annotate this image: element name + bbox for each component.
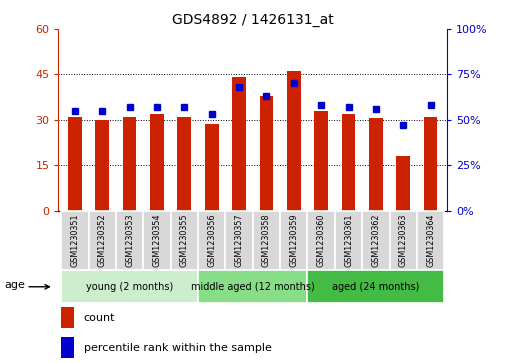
- Text: GSM1230362: GSM1230362: [371, 213, 380, 267]
- Bar: [232, 77, 246, 211]
- Text: GSM1230353: GSM1230353: [125, 213, 134, 267]
- Text: GSM1230364: GSM1230364: [426, 213, 435, 267]
- Bar: [177, 117, 191, 211]
- Text: GSM1230358: GSM1230358: [262, 213, 271, 267]
- Bar: [61, 270, 198, 303]
- Text: young (2 months): young (2 months): [86, 282, 173, 292]
- Bar: [143, 211, 171, 270]
- Bar: [307, 270, 444, 303]
- Bar: [116, 211, 143, 270]
- Text: GSM1230355: GSM1230355: [180, 213, 189, 267]
- Text: GSM1230356: GSM1230356: [207, 213, 216, 267]
- Bar: [61, 211, 88, 270]
- Bar: [68, 117, 82, 211]
- Bar: [61, 307, 74, 328]
- Text: GSM1230352: GSM1230352: [98, 213, 107, 267]
- Text: count: count: [84, 313, 115, 323]
- Text: percentile rank within the sample: percentile rank within the sample: [84, 343, 272, 353]
- Bar: [287, 72, 301, 211]
- Bar: [417, 211, 444, 270]
- Bar: [123, 117, 137, 211]
- Text: GSM1230360: GSM1230360: [316, 213, 326, 267]
- Text: GSM1230363: GSM1230363: [399, 213, 408, 267]
- Text: GSM1230351: GSM1230351: [70, 213, 79, 267]
- Bar: [88, 211, 116, 270]
- Bar: [96, 120, 109, 211]
- Bar: [424, 117, 437, 211]
- Bar: [205, 124, 218, 211]
- Bar: [253, 211, 280, 270]
- Bar: [171, 211, 198, 270]
- Bar: [369, 118, 383, 211]
- Bar: [342, 114, 356, 211]
- Bar: [280, 211, 307, 270]
- Bar: [198, 270, 307, 303]
- Bar: [314, 111, 328, 211]
- Bar: [307, 211, 335, 270]
- Text: aged (24 months): aged (24 months): [332, 282, 420, 292]
- Text: GSM1230357: GSM1230357: [235, 213, 243, 267]
- Bar: [396, 156, 410, 211]
- Bar: [150, 114, 164, 211]
- Bar: [362, 211, 390, 270]
- Bar: [390, 211, 417, 270]
- Bar: [226, 211, 253, 270]
- Text: GSM1230354: GSM1230354: [152, 213, 162, 267]
- Text: GSM1230359: GSM1230359: [289, 213, 298, 267]
- Text: age: age: [5, 280, 25, 290]
- Text: GSM1230361: GSM1230361: [344, 213, 353, 267]
- Bar: [198, 211, 226, 270]
- Title: GDS4892 / 1426131_at: GDS4892 / 1426131_at: [172, 13, 334, 26]
- Bar: [335, 211, 362, 270]
- Text: middle aged (12 months): middle aged (12 months): [191, 282, 314, 292]
- Bar: [61, 337, 74, 358]
- Bar: [260, 95, 273, 211]
